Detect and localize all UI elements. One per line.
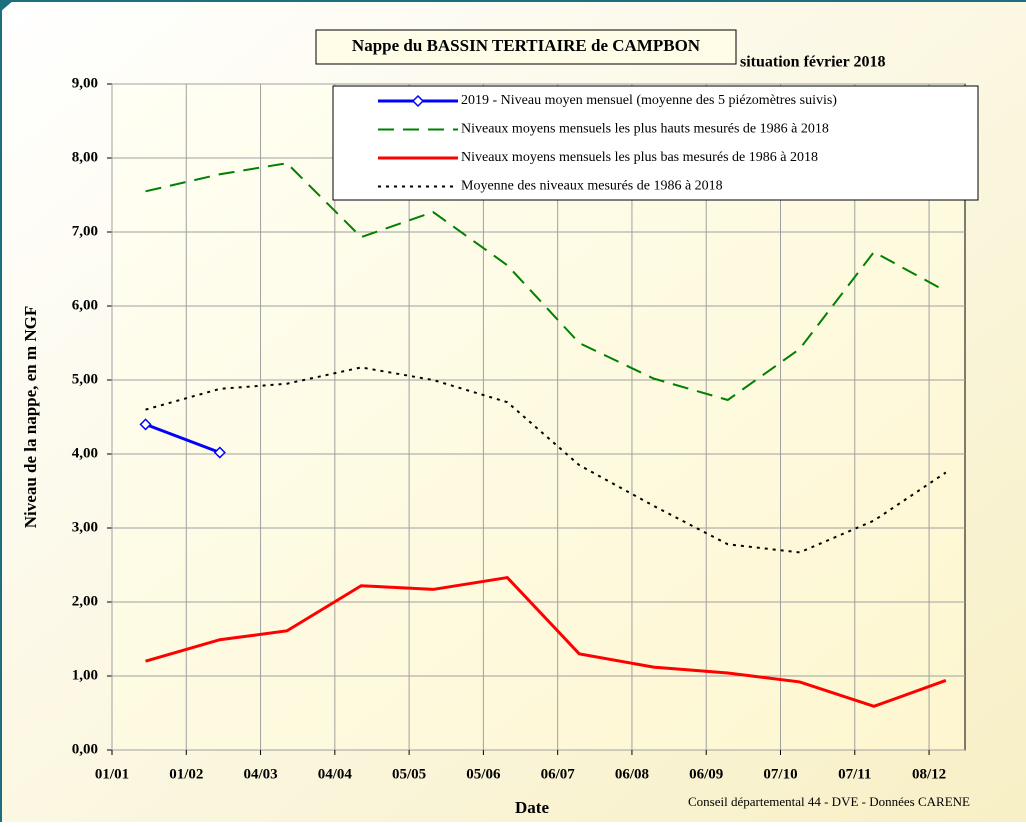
x-tick-label: 01/01	[95, 766, 129, 782]
x-axis-label: Date	[515, 798, 549, 817]
y-tick-label: 9,00	[72, 75, 98, 91]
series-layer	[139, 162, 947, 708]
series-line	[145, 366, 947, 554]
title-box	[315, 29, 737, 65]
x-tick-label: 05/05	[392, 766, 426, 782]
x-tick-label: 05/06	[466, 766, 501, 782]
y-axis-label: Niveau de la nappe, en m NGF	[21, 306, 40, 528]
y-tick-label: 5,00	[72, 371, 98, 387]
x-tick-label: 07/10	[763, 766, 797, 782]
x-tick-label: 06/08	[615, 766, 649, 782]
x-tick-label: 06/09	[689, 766, 723, 782]
legend-label: 2019 - Niveau moyen mensuel (moyenne des…	[461, 93, 837, 108]
y-tick-label: 7,00	[72, 223, 98, 239]
y-tick-label: 4,00	[72, 445, 98, 461]
x-tick-label: 07/11	[838, 766, 871, 782]
legend-label: Niveaux moyens mensuels les plus bas mes…	[461, 150, 818, 165]
series-line	[145, 422, 221, 454]
legend: 2019 - Niveau moyen mensuel (moyenne des…	[332, 85, 979, 201]
series-line	[145, 162, 947, 402]
y-tick-label: 8,00	[72, 149, 98, 165]
corner	[0, 0, 14, 12]
chart-title: Nappe du BASSIN TERTIAIRE de CAMPBON	[352, 36, 701, 55]
x-tick-label: 01/02	[169, 766, 203, 782]
legend-label: Niveaux moyens mensuels les plus hauts m…	[461, 122, 829, 137]
chart-subtitle: situation février 2018	[740, 54, 885, 71]
y-tick-label: 2,00	[72, 593, 98, 609]
y-tick-label: 6,00	[72, 297, 98, 313]
point-marker	[139, 418, 152, 431]
y-tick-label: 3,00	[72, 519, 98, 535]
y-tick-label: 0,00	[72, 741, 98, 757]
x-tick-label: 04/04	[318, 766, 353, 782]
legend-box	[332, 85, 979, 201]
series-line	[145, 575, 947, 708]
legend-label: Moyenne des niveaux mesurés de 1986 à 20…	[461, 179, 723, 194]
x-tick-label: 04/03	[243, 766, 277, 782]
x-tick-label: 06/07	[541, 766, 576, 782]
legend-marker	[411, 94, 425, 108]
x-tick-label: 08/12	[912, 766, 946, 782]
footer: Conseil départemental 44 - DVE - Données…	[688, 794, 970, 809]
y-tick-label: 1,00	[72, 667, 98, 683]
point-marker	[213, 446, 226, 459]
